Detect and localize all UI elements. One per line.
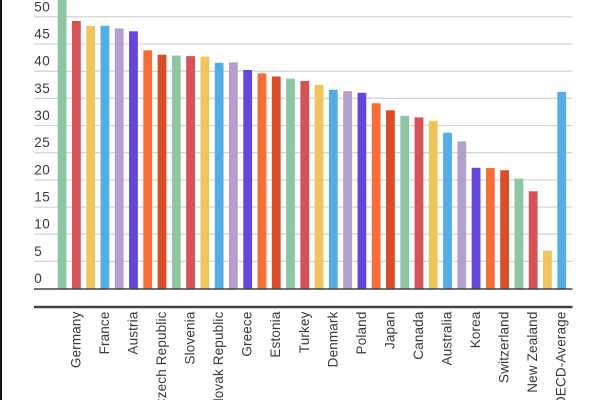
svg-text:Slovenia: Slovenia <box>183 311 198 364</box>
svg-text:0: 0 <box>34 271 42 286</box>
svg-text:Australia: Australia <box>440 311 455 365</box>
svg-text:OECD-Average: OECD-Average <box>554 312 569 400</box>
svg-text:Greece: Greece <box>240 312 255 357</box>
svg-text:Austria: Austria <box>126 311 141 354</box>
svg-text:40: 40 <box>34 54 50 69</box>
svg-text:Slovak Republic: Slovak Republic <box>211 311 226 400</box>
svg-text:20: 20 <box>34 162 50 177</box>
svg-text:Japan: Japan <box>382 312 397 350</box>
svg-text:45: 45 <box>34 27 50 42</box>
svg-text:30: 30 <box>34 108 50 123</box>
svg-text:Switzerland: Switzerland <box>497 311 512 382</box>
svg-text:New Zealand: New Zealand <box>525 312 540 393</box>
svg-text:Canada: Canada <box>411 311 426 360</box>
svg-text:Estonia: Estonia <box>268 311 283 357</box>
svg-text:Denmark: Denmark <box>325 311 340 367</box>
svg-text:Turkey: Turkey <box>297 311 312 353</box>
svg-text:Korea: Korea <box>468 311 483 348</box>
svg-text:15: 15 <box>34 190 50 205</box>
svg-text:50: 50 <box>34 0 50 14</box>
svg-text:Poland: Poland <box>354 312 369 355</box>
svg-text:Germany: Germany <box>68 311 83 368</box>
svg-text:5: 5 <box>34 244 42 259</box>
svg-text:Czech Republic: Czech Republic <box>154 311 169 400</box>
svg-text:10: 10 <box>34 217 50 232</box>
svg-text:35: 35 <box>34 81 50 96</box>
svg-text:25: 25 <box>34 135 50 150</box>
svg-text:France: France <box>97 312 112 355</box>
